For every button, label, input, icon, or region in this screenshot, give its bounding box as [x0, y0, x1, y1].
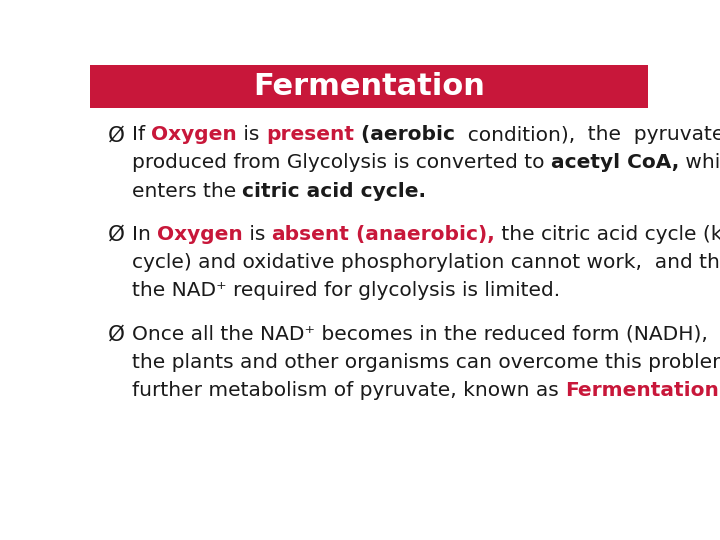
Text: In: In [132, 225, 157, 244]
Text: citric acid cycle.: citric acid cycle. [243, 181, 426, 201]
Text: present: present [266, 125, 354, 144]
Text: absent: absent [271, 225, 349, 244]
Text: Fermentation.: Fermentation. [565, 381, 720, 400]
Text: Oxygen: Oxygen [157, 225, 243, 244]
Text: condition),: condition), [455, 125, 575, 144]
Text: further metabolism of pyruvate, known as: further metabolism of pyruvate, known as [132, 381, 565, 400]
Text: produced from Glycolysis is converted to: produced from Glycolysis is converted to [132, 153, 551, 172]
Text: acetyl CoA,: acetyl CoA, [551, 153, 679, 172]
Text: the NAD⁺ required for glycolysis is limited.: the NAD⁺ required for glycolysis is limi… [132, 281, 560, 300]
Text: (aerobic: (aerobic [354, 125, 455, 144]
Text: the plants and other organisms can overcome this problem by: the plants and other organisms can overc… [132, 353, 720, 372]
Text: which: which [679, 153, 720, 172]
Text: (anaerobic),: (anaerobic), [349, 225, 495, 244]
Text: the  pyruvate: the pyruvate [575, 125, 720, 144]
Text: Ø: Ø [108, 125, 125, 145]
Text: the citric acid cycle (krebs: the citric acid cycle (krebs [495, 225, 720, 244]
Text: is: is [237, 125, 266, 144]
Text: If: If [132, 125, 151, 144]
Text: Ø: Ø [108, 325, 125, 345]
Text: enters the: enters the [132, 181, 243, 201]
Text: Fermentation: Fermentation [253, 72, 485, 102]
Text: Ø: Ø [108, 225, 125, 245]
FancyBboxPatch shape [90, 65, 648, 109]
Text: is: is [243, 225, 271, 244]
Text: Once all the NAD⁺ becomes in the reduced form (NADH),: Once all the NAD⁺ becomes in the reduced… [132, 325, 708, 343]
Text: Oxygen: Oxygen [151, 125, 237, 144]
Text: cycle) and oxidative phosphorylation cannot work,  and thus: cycle) and oxidative phosphorylation can… [132, 253, 720, 272]
